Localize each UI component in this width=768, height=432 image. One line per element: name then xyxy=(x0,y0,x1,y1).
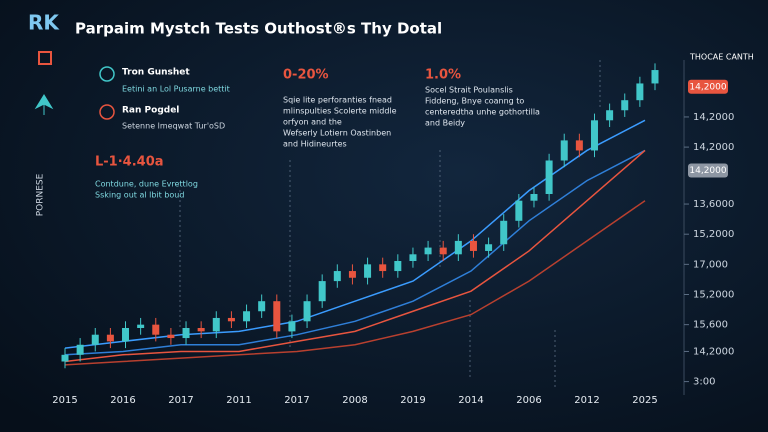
price-badge xyxy=(688,163,728,178)
candle-body xyxy=(91,334,99,345)
annotation-title: Ran Pogdel xyxy=(122,106,179,116)
annotation-text: orfyon and the xyxy=(283,118,342,127)
candle-body xyxy=(424,247,432,255)
candle-body xyxy=(243,311,251,322)
right-header: THOCAE CANTH xyxy=(689,53,754,62)
y-tick-label: 14,2000 xyxy=(693,112,734,123)
candle-body xyxy=(651,70,659,84)
candle-body xyxy=(197,328,205,332)
candle-body xyxy=(409,254,417,261)
candle-body xyxy=(636,83,644,101)
x-tick-label: 2015 xyxy=(52,395,77,406)
annotation-text: centeredtha unhe gothortilla xyxy=(425,108,540,117)
annotation-icon xyxy=(99,104,115,120)
trend-line xyxy=(64,200,646,366)
annotation-text: Fiddeng, Bnye coanng to xyxy=(425,97,524,106)
annotation-text: and Beidy xyxy=(425,119,465,128)
y-tick-label: 15,2000 xyxy=(693,229,734,240)
candle-body xyxy=(560,140,568,161)
trend-line xyxy=(64,149,646,363)
y-tick-label: 17,000 xyxy=(693,259,728,270)
x-tick-label: 2025 xyxy=(632,395,657,406)
candle-body xyxy=(182,328,190,339)
logo: RK xyxy=(28,11,60,35)
candle-body xyxy=(454,240,462,255)
x-tick-label: 2006 xyxy=(516,395,541,406)
annotation-text: and Hidineurtes xyxy=(283,140,347,149)
candle-body xyxy=(621,100,629,111)
candle-body xyxy=(288,321,296,332)
annotation-text: Contdune, dune Evrettlog xyxy=(95,180,198,189)
candle-body xyxy=(439,247,447,255)
candle-body xyxy=(515,200,523,221)
candle-body xyxy=(76,344,84,355)
candle-body xyxy=(333,271,341,282)
candle-body xyxy=(152,324,160,335)
candle-body xyxy=(530,194,538,201)
y-tick-label: 14,2000 xyxy=(693,346,734,357)
candle-body xyxy=(122,328,130,342)
y-tick-label: 14,2000 xyxy=(693,142,734,153)
y-tick-label: 15,600 xyxy=(693,320,728,331)
tree-icon xyxy=(34,94,54,115)
x-tick-label: 2011 xyxy=(226,395,251,406)
candle-body xyxy=(606,110,614,121)
annotation-text: Setenne lmeqwat Tur'oSD xyxy=(122,122,225,131)
x-tick-label: 2014 xyxy=(458,395,483,406)
candle-body xyxy=(590,120,598,151)
annotation-title: L-1·4.40a xyxy=(95,155,164,170)
annotation-icon xyxy=(99,66,115,82)
trend-line xyxy=(64,149,646,356)
x-tick-label: 2017 xyxy=(284,395,309,406)
x-tick-label: 2016 xyxy=(110,395,135,406)
annotation-text: Ssking out al lbit boud xyxy=(95,191,184,200)
candle-body xyxy=(364,264,372,278)
candle-body xyxy=(318,281,326,302)
candle-body xyxy=(212,317,220,332)
y-tick-label: 13,6000 xyxy=(693,199,734,210)
candle-body xyxy=(303,301,311,322)
x-tick-label: 2012 xyxy=(574,395,599,406)
candle-body xyxy=(227,317,235,322)
candle-body xyxy=(575,140,583,151)
candle-body xyxy=(258,301,266,312)
candle-body xyxy=(500,220,508,245)
price-badge xyxy=(688,79,728,94)
annotation-text: Eetini an Lol Pusarne bettit xyxy=(122,85,230,94)
candle-body xyxy=(167,334,175,339)
candle-body xyxy=(348,271,356,278)
annotation-title: Tron Gunshet xyxy=(122,68,190,78)
cube-icon xyxy=(38,51,52,65)
x-tick-label: 2019 xyxy=(400,395,425,406)
candle-body xyxy=(545,160,553,194)
annotation-title: 0-20% xyxy=(283,68,329,83)
annotation-title: 1.0% xyxy=(425,68,461,83)
annotation-text: mlinspulties Scolerte middle xyxy=(283,107,397,116)
annotation-text: Wefserly Lotiern Oastinben xyxy=(283,129,391,138)
annotation-text: Socel Strait Poulanslis xyxy=(425,86,513,95)
price-badge-label: 14,2000 xyxy=(689,166,726,176)
y-tick-label: 3:00 xyxy=(693,377,715,388)
candle-body xyxy=(137,324,145,328)
candle-body xyxy=(273,301,281,332)
guide-lines xyxy=(179,60,601,390)
candle-body xyxy=(106,334,114,342)
x-tick-label: 2017 xyxy=(168,395,193,406)
candle-body xyxy=(61,354,69,362)
price-badge-label: 14,2000 xyxy=(689,82,726,92)
candle-body xyxy=(485,244,493,251)
annotation-text: Sqie lite perforanties fnead xyxy=(283,96,392,105)
chart-title: Parpaim Mystch Tests Outhost®s Thy Dotal xyxy=(75,20,442,38)
x-tick-label: 2008 xyxy=(342,395,367,406)
y-axis-title: PORNESE xyxy=(36,173,46,216)
y-tick-label: 15,2000 xyxy=(693,290,734,301)
candle-body xyxy=(379,264,387,272)
candle-body xyxy=(469,240,477,251)
candle-body xyxy=(394,261,402,272)
